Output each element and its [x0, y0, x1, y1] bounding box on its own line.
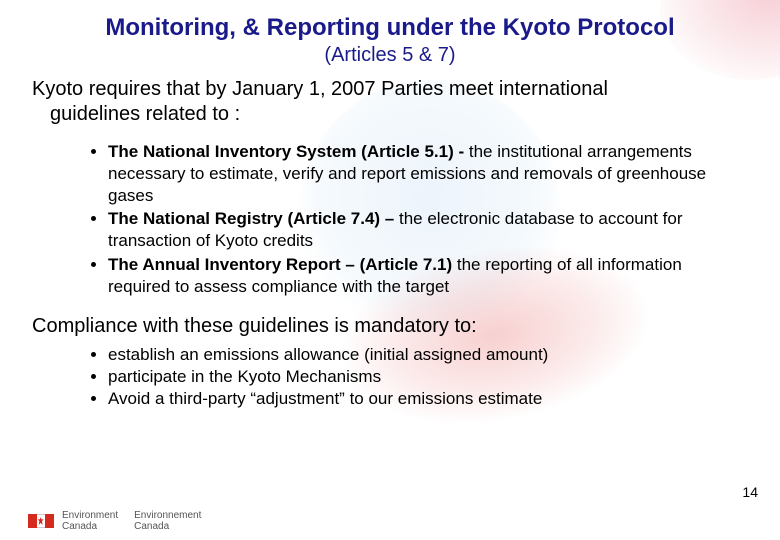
- dept-fr-line2: Canada: [134, 521, 201, 532]
- dept-fr-line1: Environnement: [134, 510, 201, 521]
- compliance-bullet-list: establish an emissions allowance (initia…: [108, 344, 750, 410]
- canada-flag-icon: [28, 514, 54, 528]
- bullet-bold: The National Registry (Article 7.4) –: [108, 209, 399, 228]
- dept-en-line1: Environment: [62, 510, 118, 521]
- bullet-bold: The Annual Inventory Report – (Article 7…: [108, 255, 457, 274]
- list-item: establish an emissions allowance (initia…: [108, 344, 750, 366]
- intro-line1: Kyoto requires that by January 1, 2007 P…: [32, 78, 608, 100]
- slide-content: Monitoring, & Reporting under the Kyoto …: [0, 0, 780, 411]
- compliance-intro: Compliance with these guidelines is mand…: [30, 315, 750, 338]
- slide-title: Monitoring, & Reporting under the Kyoto …: [30, 14, 750, 42]
- list-item: participate in the Kyoto Mechanisms: [108, 366, 750, 388]
- main-bullet-list: The National Inventory System (Article 5…: [108, 141, 720, 297]
- list-item: The National Registry (Article 7.4) – th…: [108, 208, 720, 252]
- list-item: The Annual Inventory Report – (Article 7…: [108, 254, 720, 298]
- dept-en-line2: Canada: [62, 521, 118, 532]
- slide-subtitle: (Articles 5 & 7): [30, 44, 750, 67]
- footer: Environment Canada Environnement Canada: [28, 510, 201, 532]
- page-number: 14: [742, 484, 758, 500]
- list-item: Avoid a third-party “adjustment” to our …: [108, 388, 750, 410]
- department-wordmark: Environment Canada Environnement Canada: [62, 510, 201, 532]
- list-item: The National Inventory System (Article 5…: [108, 141, 720, 206]
- intro-text: Kyoto requires that by January 1, 2007 P…: [30, 77, 750, 127]
- bullet-bold: The National Inventory System (Article 5…: [108, 142, 469, 161]
- intro-line2: guidelines related to :: [32, 102, 750, 127]
